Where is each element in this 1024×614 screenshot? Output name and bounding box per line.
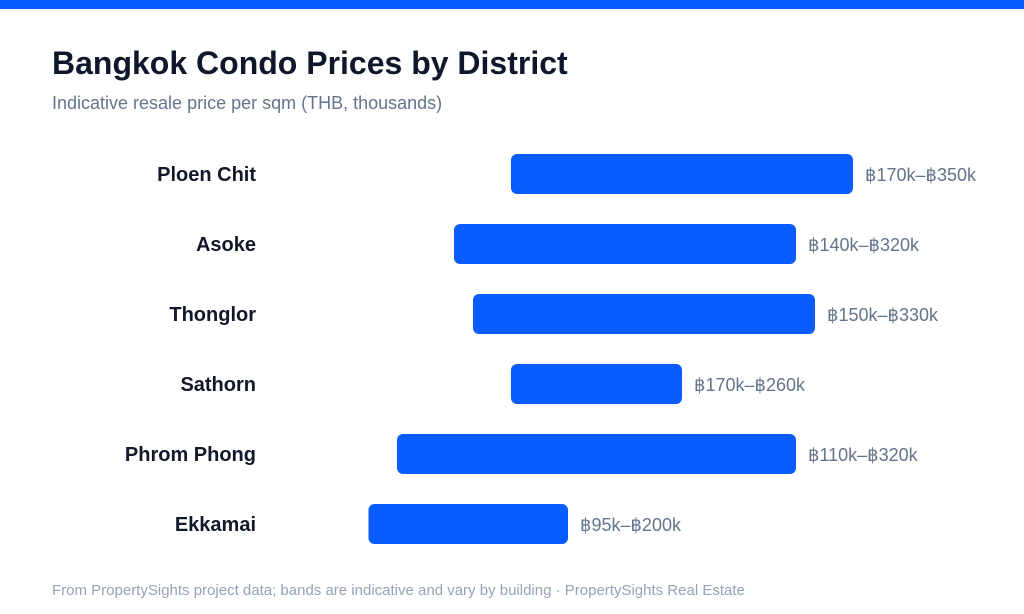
chart-title: Bangkok Condo Prices by District [52,45,568,81]
price-range-bar [511,364,682,404]
chart-row: Ekkamai ฿95k–฿200k [175,504,682,544]
range-value-label: ฿110k–฿320k [808,445,919,465]
category-label: Ekkamai [175,514,256,536]
range-value-label: ฿150k–฿330k [827,305,939,325]
range-value-label: ฿170k–฿350k [865,165,977,185]
source-footer: From PropertySights project data; bands … [52,582,745,599]
chart-row: Asoke ฿140k–฿320k [196,224,920,264]
chart-row: Sathorn ฿170k–฿260k [180,364,806,404]
category-label: Asoke [196,234,256,256]
price-range-bar [368,504,568,544]
price-range-bar [511,154,853,194]
range-value-label: ฿140k–฿320k [808,235,920,255]
chart-subtitle: Indicative resale price per sqm (THB, th… [52,93,443,113]
chart-row: Thonglor ฿150k–฿330k [169,294,939,334]
category-label: Phrom Phong [125,444,256,466]
category-label: Sathorn [180,374,256,396]
price-range-bar [454,224,796,264]
chart-row: Ploen Chit ฿170k–฿350k [157,154,977,194]
category-label: Ploen Chit [157,164,256,186]
price-range-bar [397,434,796,474]
range-value-label: ฿170k–฿260k [694,375,806,395]
chart-row: Phrom Phong ฿110k–฿320k [125,434,919,474]
price-range-bar [473,294,815,334]
range-value-label: ฿95k–฿200k [580,515,682,535]
category-label: Thonglor [169,304,256,326]
top-accent-bar [0,0,1024,9]
